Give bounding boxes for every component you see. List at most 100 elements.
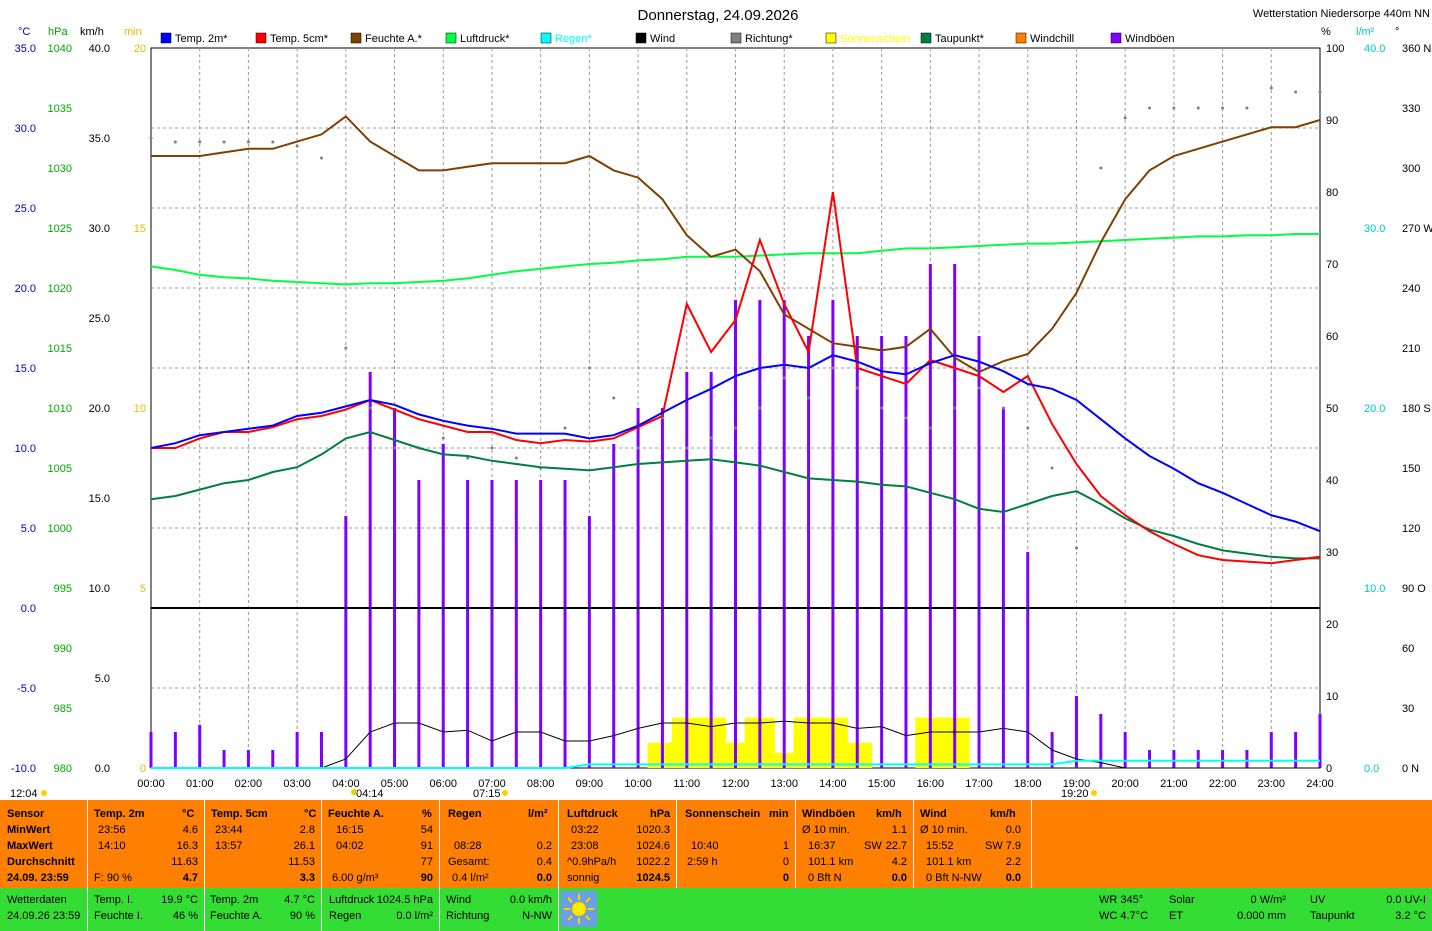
direction-point — [1196, 106, 1200, 110]
time-tick-label: 24:00 — [1306, 778, 1334, 790]
direction-point — [587, 366, 591, 370]
header: Windböen — [802, 808, 856, 820]
axis-min-label: 5 — [140, 583, 146, 595]
legend-label: Sonnenschein — [840, 33, 910, 45]
col-regen: Regen l/m² 08:28 0.2 Gesamt: 0.4 0.4 l/m… — [440, 800, 559, 888]
axis-hpa-label: 1015 — [48, 343, 72, 355]
sunset-marker — [1091, 790, 1097, 796]
axis-c-label: 20.0 — [15, 283, 36, 295]
distance: 101.1 km — [808, 856, 854, 868]
direction-point — [222, 140, 226, 144]
time-tick-label: 05:00 — [381, 778, 409, 790]
label: Luftdruck — [329, 894, 375, 906]
axis-pct-label: 60 — [1326, 331, 1338, 343]
value: 0 — [782, 856, 789, 868]
min-value: 1020.3 — [636, 824, 670, 836]
time-tick-label: 10:00 — [624, 778, 652, 790]
axis-deg-label: 270 W — [1402, 223, 1432, 235]
value: 2.2 — [1005, 856, 1021, 868]
direction-point — [246, 140, 250, 144]
col-wind: Wind km/h Ø 10 min. 0.0 15:52 SW 7.9 101… — [914, 800, 1032, 888]
label: Temp. 2m — [210, 894, 259, 906]
direction-point — [149, 136, 153, 140]
legend-swatch — [350, 32, 362, 44]
dewpoint-line — [150, 430, 1320, 560]
avg-value: 77 — [420, 856, 433, 868]
min-time: 23:44 — [215, 824, 243, 836]
label: Ø 10 min. — [920, 824, 968, 836]
stats-table: Sensor MinWert MaxWert Durchschnitt 24.0… — [0, 800, 1432, 888]
unit-kmh: km/h — [80, 26, 104, 38]
axis-c-label: 35.0 — [15, 43, 36, 55]
label: Wetterdaten — [7, 894, 67, 906]
legend-label: Windböen — [1125, 33, 1175, 45]
axis-kmh-label: 5.0 — [95, 673, 110, 685]
sunrise-label: 07:15 — [473, 788, 501, 800]
unit: l/m² — [528, 808, 548, 820]
unit: hPa — [650, 808, 671, 820]
direction-point — [1123, 116, 1127, 120]
time-tick-label: 12:00 — [722, 778, 750, 790]
col-luftdruck: Luftdruck hPa 03:22 1020.3 23:08 1024.6 … — [559, 800, 677, 888]
value: 19.9 °C — [161, 894, 198, 906]
col-sonne: Sonnenschein min 10:40 1 2:59 h 0 0 — [677, 800, 796, 888]
axis-c-label: 30.0 — [15, 123, 36, 135]
axis-rain-label: 10.0 — [1364, 583, 1385, 595]
current-value: 90 — [420, 872, 433, 884]
max-value: 91 — [420, 840, 433, 852]
max-time: 14:10 — [98, 840, 126, 852]
g-outdoor: Temp. 2m 4.7 °C Feuchte A. 90 % — [205, 888, 322, 931]
col-feuchte: Feuchte A. % 16:15 54 04:02 91 77 6.00 g… — [322, 800, 440, 888]
trend: ^0.9hPa/h — [567, 856, 617, 868]
axis-kmh-label: 0.0 — [95, 763, 110, 775]
temp5cm-line — [151, 191, 1321, 565]
axis-c-label: -5.0 — [17, 683, 36, 695]
direction-point — [734, 426, 737, 430]
label: Solar — [1169, 894, 1195, 906]
axis-pct-label: 100 — [1326, 43, 1344, 55]
legend-label: Wind — [650, 33, 675, 45]
pressure-line — [150, 233, 1320, 286]
time: 15:52 — [926, 840, 954, 852]
value: 1.1 — [891, 824, 907, 836]
axis-deg-label: 30 — [1402, 703, 1414, 715]
direction-point — [1172, 106, 1176, 110]
col-temp5cm: Temp. 5cm °C 23:44 2.8 13:57 26.1 11.53 … — [205, 800, 322, 888]
axis-pct-label: 10 — [1326, 691, 1338, 703]
time-tick-label: 16:00 — [917, 778, 945, 790]
legend-label: Windchill — [1030, 33, 1074, 45]
time-tick-label: 20:00 — [1111, 778, 1139, 790]
max-time: 13:57 — [215, 840, 243, 852]
sun-culmination-label: 12:04 — [10, 788, 38, 800]
axis-deg-label: 150 — [1402, 463, 1420, 475]
current-value: 3.3 — [299, 872, 315, 884]
distance: 101.1 km — [926, 856, 972, 868]
unit-rain: l/m² — [1356, 26, 1375, 38]
station-name: Wetterstation Niedersorpe 440m NN — [1253, 8, 1430, 20]
value: 0.4 — [536, 856, 552, 868]
axis-hpa-label: 985 — [54, 703, 72, 715]
axis-hpa-label: 1005 — [48, 463, 72, 475]
time-tick-label: 19:00 — [1063, 778, 1091, 790]
direction-point — [344, 346, 348, 350]
axis-min-label: 0 — [140, 763, 146, 775]
direction-point — [758, 406, 762, 410]
header: Feuchte A. — [328, 808, 384, 820]
time-tick-label: 07:00 — [478, 778, 506, 790]
time-tick-label: 11:00 — [673, 778, 700, 790]
axis-hpa-label: 1035 — [48, 103, 72, 115]
value: 46 % — [172, 910, 198, 922]
axis-pct-label: 0 — [1326, 763, 1332, 775]
header: Wind — [920, 808, 947, 820]
axis-pct-label: 70 — [1326, 259, 1338, 271]
time-tick-label: 08:00 — [527, 778, 555, 790]
axis-kmh-label: 30.0 — [89, 223, 110, 235]
legend-swatch — [635, 32, 647, 44]
avg-value: 1022.2 — [636, 856, 670, 868]
direction-point — [1148, 106, 1152, 110]
axis-units: °C hPa km/h min% l/m² ° — [18, 26, 1399, 38]
astro-markers: 12:04 04:14 07:15 19:20 — [10, 788, 1097, 800]
extra: 0.4 l/m² — [452, 872, 489, 884]
beaufort: 0 Bft N — [808, 872, 842, 884]
time-tick-label: 02:00 — [235, 778, 263, 790]
